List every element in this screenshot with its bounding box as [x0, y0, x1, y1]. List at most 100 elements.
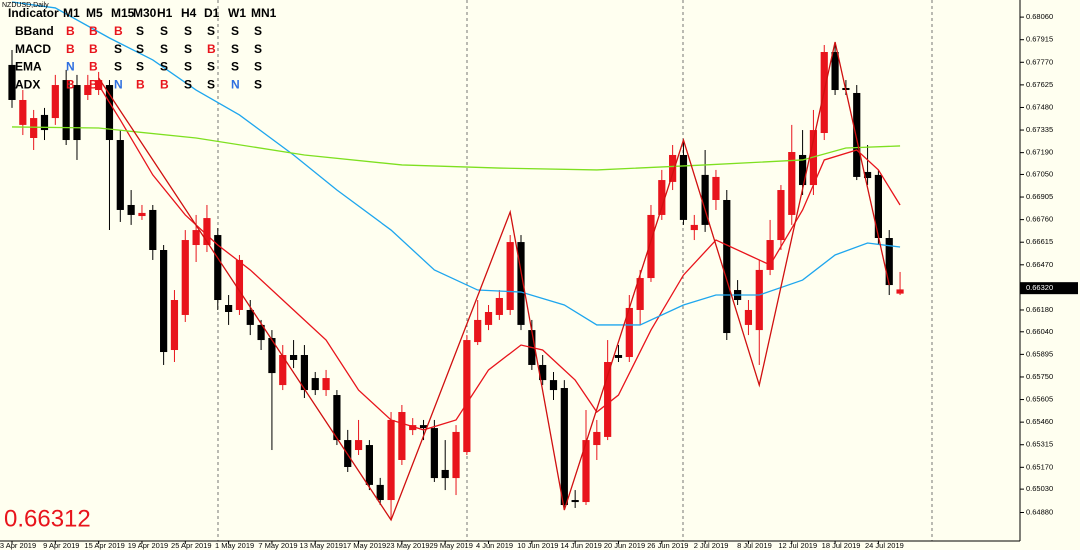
signal-cell: B — [136, 77, 145, 91]
signal-cell: S — [114, 42, 122, 56]
candle-body — [701, 174, 709, 225]
signal-cell: S — [136, 24, 144, 38]
y-tick-label: 0.67770 — [1026, 57, 1053, 66]
candle-body — [170, 300, 179, 351]
row-label: BBand — [15, 24, 54, 38]
candle-body — [593, 431, 601, 446]
candle-body — [604, 362, 612, 437]
candle-body — [430, 428, 438, 479]
candle-body — [84, 85, 92, 96]
x-tick-label: 15 Apr 2019 — [84, 541, 124, 550]
candle-body — [636, 278, 644, 310]
x-tick-label: 4 Jun 2019 — [476, 541, 513, 550]
candle-body — [181, 240, 189, 315]
x-tick-label: 25 Apr 2019 — [171, 541, 211, 550]
signal-cell: B — [89, 24, 98, 38]
candle-body — [755, 269, 763, 331]
candle-body — [831, 52, 839, 91]
table-header: MN1 — [251, 6, 277, 20]
signal-cell: S — [254, 60, 262, 74]
candle-body — [409, 425, 417, 431]
candle-body — [874, 174, 882, 239]
candle-body — [51, 85, 59, 119]
signal-cell: B — [89, 60, 98, 74]
candle-body — [484, 312, 493, 325]
candle-body — [268, 338, 276, 374]
y-tick-label: 0.66615 — [1026, 237, 1053, 246]
candle-body — [19, 99, 27, 125]
candle-body — [658, 180, 666, 215]
current-price-box — [1020, 282, 1078, 295]
candle-body — [279, 354, 287, 386]
x-tick-label: 3 Apr 2019 — [0, 541, 36, 550]
period-separators — [217, 0, 933, 541]
table-header: W1 — [228, 6, 246, 20]
candle-body — [441, 469, 449, 479]
candle-body — [744, 309, 753, 325]
table-header: M15 — [111, 6, 135, 20]
signal-cell: B — [66, 24, 75, 38]
table-header: M5 — [86, 6, 103, 20]
y-tick-label: 0.67625 — [1026, 80, 1053, 89]
y-tick-label: 0.65895 — [1026, 349, 1053, 358]
x-tick-label: 1 May 2019 — [215, 541, 254, 550]
x-tick-label: 17 May 2019 — [343, 541, 386, 550]
x-tick-label: 14 Jun 2019 — [561, 541, 602, 550]
candle-body — [517, 242, 525, 325]
candle-body — [495, 297, 503, 315]
y-tick-label: 0.68060 — [1026, 12, 1053, 21]
candle-body — [214, 235, 222, 301]
table-header: Indicator — [8, 6, 59, 20]
candle-body — [690, 224, 698, 231]
y-tick-label: 0.64880 — [1026, 507, 1053, 516]
signal-cell: S — [184, 42, 192, 56]
candle-body — [723, 199, 731, 334]
y-tick-label: 0.65315 — [1026, 440, 1053, 449]
signal-cell: S — [160, 42, 168, 56]
candle-body — [463, 340, 471, 453]
candle-body — [766, 240, 774, 270]
signal-cell: S — [231, 42, 239, 56]
candle-body — [863, 171, 872, 179]
candle-body — [365, 445, 373, 485]
candle-body — [398, 412, 406, 460]
candle-body — [289, 354, 298, 360]
signal-cell: S — [207, 77, 215, 91]
x-tick-label: 10 Jun 2019 — [517, 541, 558, 550]
overlay-line — [98, 84, 901, 431]
candle-body — [149, 209, 157, 251]
axes: 0.68060 0.67915 0.67770 0.67625 0.67480 0.673… — [0, 12, 1078, 550]
row-label: ADX — [15, 77, 40, 91]
y-tick-label: 0.67480 — [1026, 102, 1053, 111]
candle-body — [354, 440, 363, 451]
candle-body — [582, 440, 590, 503]
signal-cell: S — [231, 24, 239, 38]
candle-body — [712, 176, 720, 200]
x-tick-label: 18 Jul 2019 — [822, 541, 861, 550]
signal-cell: N — [231, 77, 240, 91]
table-header: M1 — [63, 6, 80, 20]
y-tick-label: 0.65605 — [1026, 395, 1053, 404]
candle-body — [669, 154, 677, 182]
signal-cell: N — [114, 77, 123, 91]
x-tick-label: 13 May 2019 — [300, 541, 343, 550]
table-header: M30 — [133, 6, 157, 20]
signal-cell: S — [114, 60, 122, 74]
candle-body — [387, 419, 395, 501]
y-tick-label: 0.66760 — [1026, 215, 1053, 224]
y-tick-label: 0.65170 — [1026, 462, 1053, 471]
y-tick-label: 0.67915 — [1026, 35, 1053, 44]
overlay-line — [11, 126, 901, 171]
y-tick-label: 0.67050 — [1026, 169, 1053, 178]
candle-body — [679, 154, 688, 220]
candle-body — [571, 500, 579, 503]
candle-body — [235, 259, 244, 310]
candle-body — [614, 354, 623, 358]
candle-body — [257, 324, 265, 341]
x-tick-label: 19 Apr 2019 — [128, 541, 168, 550]
signal-cell: B — [66, 42, 75, 56]
y-tick-label: 0.65460 — [1026, 417, 1053, 426]
x-tick-label: 2 Jul 2019 — [694, 541, 729, 550]
